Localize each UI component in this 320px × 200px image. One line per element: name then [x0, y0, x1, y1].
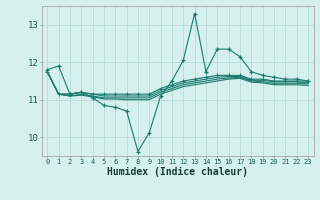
X-axis label: Humidex (Indice chaleur): Humidex (Indice chaleur)	[107, 167, 248, 177]
